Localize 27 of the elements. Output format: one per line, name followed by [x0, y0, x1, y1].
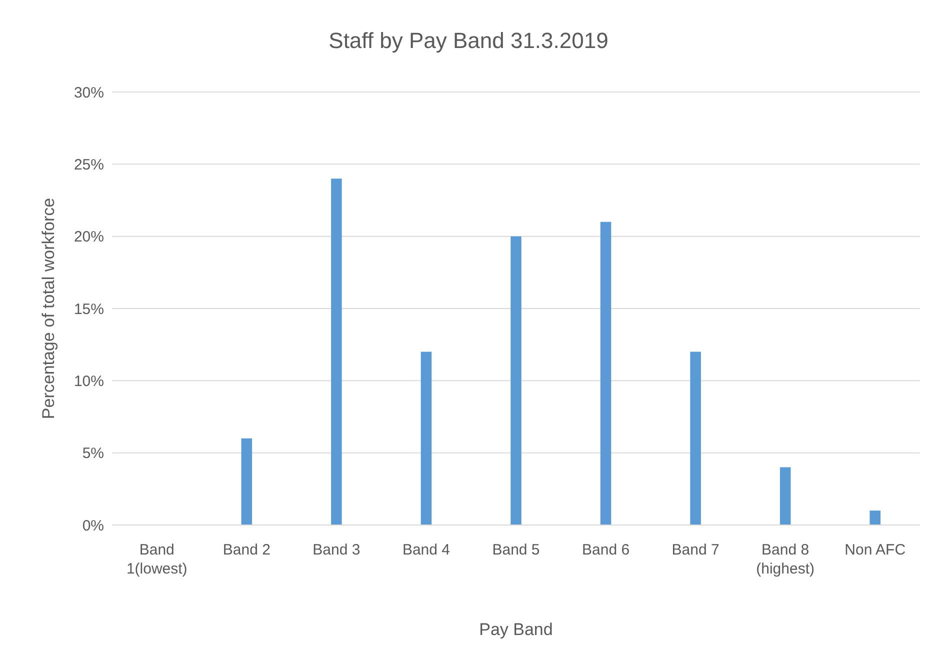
- x-tick-label: Non AFC: [844, 542, 906, 558]
- bar: [780, 467, 791, 525]
- x-axis-title: Pay Band: [479, 620, 553, 639]
- x-tick-label: Band 4: [402, 542, 450, 558]
- y-tick-label: 30%: [74, 84, 104, 102]
- bar: [241, 438, 252, 525]
- x-tick-label: Band 5: [492, 542, 540, 558]
- x-tick-label: Band 7: [672, 542, 720, 558]
- bar: [870, 510, 880, 525]
- y-tick-label: 5%: [82, 445, 104, 462]
- bar: [510, 236, 522, 525]
- x-tick-label: Band 6: [582, 542, 630, 558]
- y-tick-label: 20%: [74, 228, 104, 246]
- x-tick-label: Band 8 (highest): [756, 542, 815, 578]
- bar: [690, 352, 701, 525]
- bar: [331, 178, 342, 525]
- bar: [420, 352, 432, 525]
- chart-title: Staff by Pay Band 31.3.2019: [328, 28, 610, 54]
- x-tick-label: Band 2: [222, 542, 270, 558]
- x-tick-label: Band 3: [312, 542, 360, 558]
- x-tick-label: Band 1(lowest): [126, 542, 188, 578]
- y-tick-label: 10%: [74, 372, 104, 390]
- y-tick-label: 25%: [74, 156, 104, 174]
- y-tick-label: 0%: [82, 517, 104, 534]
- y-axis-title: Percentage of total workforce: [39, 198, 58, 420]
- y-tick-label: 15%: [74, 300, 104, 318]
- bar: [600, 222, 612, 525]
